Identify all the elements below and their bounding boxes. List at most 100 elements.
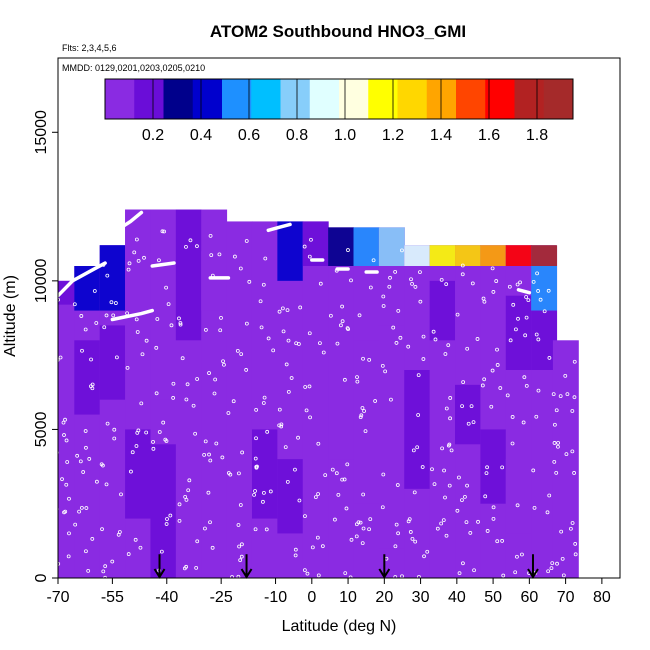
colorbar-frame bbox=[104, 78, 574, 120]
sample-point bbox=[393, 544, 398, 549]
sample-point bbox=[155, 317, 160, 321]
sample-point bbox=[483, 494, 488, 499]
sample-point bbox=[500, 539, 505, 543]
sample-point bbox=[381, 472, 386, 477]
sample-point bbox=[355, 375, 359, 380]
sample-point bbox=[573, 542, 578, 546]
x-tick-label: -25 bbox=[210, 589, 233, 606]
sample-point bbox=[307, 331, 312, 336]
sample-point bbox=[346, 327, 351, 332]
x-tick-label: 70 bbox=[557, 589, 575, 606]
sample-point bbox=[380, 363, 385, 368]
sample-point bbox=[522, 375, 527, 380]
sample-point bbox=[494, 279, 499, 283]
arrow-head bbox=[153, 568, 166, 579]
sample-point bbox=[346, 248, 350, 252]
sample-point bbox=[304, 408, 309, 413]
sample-point bbox=[407, 517, 412, 522]
sample-point bbox=[564, 452, 569, 457]
sample-point bbox=[339, 323, 343, 328]
sample-point bbox=[441, 518, 446, 522]
sample-point bbox=[316, 441, 321, 446]
sample-point bbox=[58, 316, 59, 317]
sample-point bbox=[90, 386, 95, 391]
sample-point bbox=[421, 357, 426, 361]
sample-point bbox=[237, 544, 242, 549]
y-tick-label: 5000 bbox=[33, 412, 50, 448]
sample-point bbox=[303, 514, 307, 519]
sample-point bbox=[101, 569, 106, 574]
sample-point bbox=[252, 492, 256, 497]
sample-point bbox=[213, 377, 218, 382]
sample-point bbox=[345, 462, 350, 467]
sample-point bbox=[545, 510, 550, 515]
sample-point bbox=[208, 458, 213, 463]
sample-point bbox=[448, 416, 452, 421]
sample-point bbox=[439, 521, 444, 526]
sample-point bbox=[236, 574, 241, 578]
flight-track bbox=[266, 222, 292, 233]
colorbar-swatch bbox=[456, 79, 486, 119]
sample-point bbox=[208, 233, 213, 238]
x-tick-label: -10 bbox=[264, 589, 287, 606]
sample-point bbox=[363, 429, 368, 434]
sample-point bbox=[86, 568, 91, 573]
colorbar-swatch bbox=[339, 79, 369, 119]
flight-track bbox=[534, 237, 568, 247]
sample-point bbox=[549, 566, 554, 571]
colorbar-swatch bbox=[514, 79, 545, 119]
sample-point bbox=[442, 468, 446, 473]
sample-point bbox=[476, 519, 480, 524]
sample-point bbox=[515, 282, 520, 287]
sample-point bbox=[178, 322, 183, 327]
sample-point bbox=[157, 430, 162, 434]
heat-column-base bbox=[552, 340, 579, 578]
sample-point bbox=[342, 377, 347, 382]
sample-point bbox=[340, 477, 345, 482]
sample-point bbox=[126, 267, 131, 272]
x-tick-label: 20 bbox=[375, 589, 393, 606]
sample-point bbox=[157, 258, 161, 263]
colorbar-swatch bbox=[368, 79, 398, 119]
sample-point bbox=[348, 575, 353, 578]
sample-point bbox=[514, 327, 518, 332]
sample-point bbox=[159, 549, 164, 554]
sample-point bbox=[187, 478, 192, 483]
sample-point bbox=[398, 335, 403, 340]
sample-point bbox=[435, 526, 440, 531]
colorbar-swatch bbox=[280, 79, 311, 119]
sample-point bbox=[373, 399, 378, 403]
colorbar-swatch bbox=[222, 79, 252, 119]
sample-point bbox=[231, 399, 236, 404]
sample-point bbox=[293, 547, 298, 552]
sample-point bbox=[320, 544, 325, 549]
sample-point bbox=[316, 492, 320, 496]
sample-point bbox=[425, 549, 430, 554]
sample-point bbox=[212, 391, 217, 396]
sample-point bbox=[388, 275, 392, 280]
sample-point bbox=[432, 482, 437, 486]
sample-point bbox=[461, 380, 466, 385]
sample-point bbox=[475, 337, 480, 341]
sample-point bbox=[184, 244, 188, 249]
sample-point bbox=[127, 261, 132, 266]
colorbar-tick-label: 0.4 bbox=[190, 127, 212, 144]
sample-point bbox=[461, 561, 465, 566]
sample-point bbox=[104, 313, 109, 318]
sample-point bbox=[340, 304, 344, 309]
sample-point bbox=[555, 561, 559, 566]
sample-point bbox=[184, 497, 189, 502]
sample-point bbox=[465, 346, 470, 351]
sample-point bbox=[334, 471, 339, 476]
heat-cell bbox=[277, 221, 304, 281]
sample-point bbox=[226, 411, 231, 415]
sample-point bbox=[113, 301, 118, 305]
sample-point bbox=[191, 403, 196, 408]
sample-point bbox=[410, 281, 414, 286]
sample-point bbox=[58, 450, 59, 455]
sample-point bbox=[233, 254, 237, 259]
heat-cell bbox=[58, 280, 79, 305]
sample-point bbox=[417, 575, 421, 578]
sample-point bbox=[457, 571, 462, 576]
heatmap-cells bbox=[58, 209, 579, 578]
